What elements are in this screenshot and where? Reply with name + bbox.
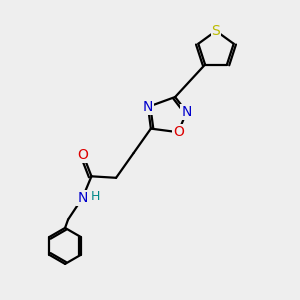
Text: N: N — [143, 100, 153, 114]
Text: N: N — [77, 191, 88, 205]
Text: O: O — [78, 148, 88, 162]
Text: H: H — [90, 190, 100, 203]
Text: S: S — [212, 24, 220, 38]
Text: N: N — [182, 105, 192, 119]
Text: O: O — [173, 125, 184, 139]
